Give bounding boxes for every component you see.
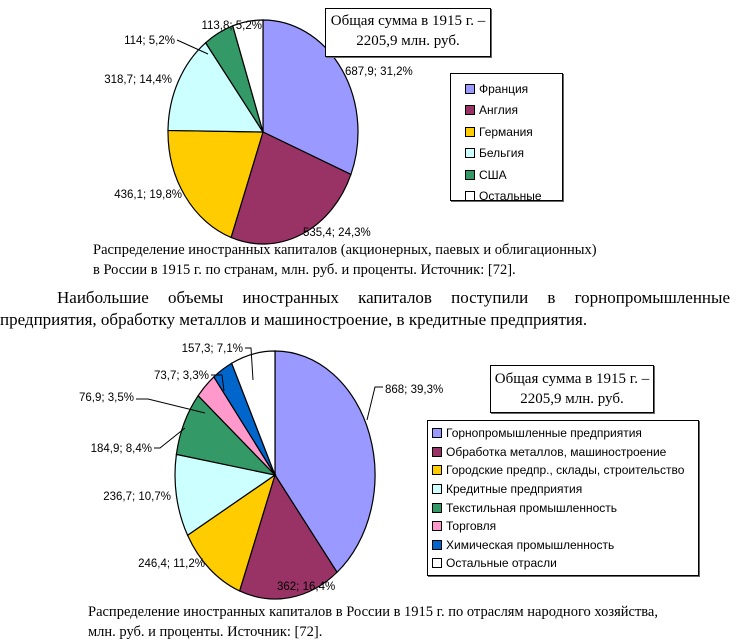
legend-label: Остальные [479, 189, 542, 204]
legend-swatch [465, 191, 475, 202]
legend-swatch [432, 521, 442, 532]
legend-swatch [465, 169, 475, 180]
legend-label: Германия [479, 124, 533, 139]
pie-slice [230, 131, 352, 245]
legend-item: Франция [465, 78, 562, 100]
total-note-line: Общая сумма в 1915 г. – [330, 13, 486, 29]
pie-slice [167, 129, 264, 239]
legend-label: Химическая промышленность [446, 537, 615, 552]
pie-slice [230, 350, 276, 476]
body-paragraph: Наибольшие объемы иностранных капиталов … [0, 288, 730, 329]
legend-label: Бельгия [479, 146, 524, 161]
legend-swatch [465, 126, 475, 137]
pie-slice [274, 350, 376, 574]
leader-line [176, 39, 209, 55]
leader-line [366, 386, 383, 421]
pie-slice [262, 19, 359, 176]
legend-item: Горнопромышленные предприятия [432, 424, 698, 443]
leader-line [136, 398, 206, 414]
legend-label: Торговля [446, 519, 497, 534]
pie-slice [167, 41, 265, 133]
caption-line: Распределение иностранных капиталов в Ро… [88, 604, 658, 620]
legend-item: Бельгия [465, 143, 562, 165]
caption-line: Распределение иностранных капиталов (акц… [93, 242, 597, 258]
legend-item: Обработка металлов, машиностроение [432, 443, 698, 462]
legend-item: Текстильная промышленность [432, 498, 698, 517]
legend-swatch [465, 83, 475, 94]
legend-swatch [432, 465, 442, 476]
data-label: 535,4; 24,3% [303, 227, 371, 239]
legend-label: Текстильная промышленность [446, 500, 617, 515]
legend-swatch [465, 105, 475, 116]
pie-slice [174, 453, 277, 537]
total-note-1: Общая сумма в 1915 г. – 2205,9 млн. руб. [325, 8, 491, 57]
total-note-line: 2205,9 млн. руб. [356, 33, 460, 49]
pie-slice [238, 473, 338, 600]
caption-line: в России в 1915 г. по странам, млн. руб.… [93, 262, 516, 278]
leader-line [245, 347, 254, 381]
legend-label: Обработка металлов, машиностроение [446, 444, 667, 459]
legend-label: Франция [479, 81, 529, 96]
legend-label: Остальные отрасли [446, 556, 557, 571]
data-label: 157,3; 7,1% [182, 343, 243, 355]
legend-1: Франция Англия Германия Бельгия США Остальные [450, 73, 563, 203]
data-label: 362; 16,4% [277, 581, 335, 593]
total-note-2: Общая сумма в 1915 г. – 2205,9 млн. руб. [490, 365, 654, 413]
legend-item: Остальные [465, 186, 562, 208]
caption-line: млн. руб. и проценты. Источник: [72]. [88, 624, 323, 640]
legend-swatch [432, 428, 442, 439]
data-label: 113,8; 5,2% [201, 20, 262, 32]
legend-label: Англия [479, 103, 518, 118]
legend-item: Германия [465, 121, 562, 143]
data-label: 687,9; 31,2% [345, 66, 413, 78]
data-label: 436,1; 19,8% [114, 189, 182, 201]
caption-1: Распределение иностранных капиталов (акц… [93, 240, 597, 280]
data-label: 246,4; 11,2% [138, 558, 205, 570]
data-label: 236,7; 10,7% [103, 491, 171, 503]
legend-swatch [432, 446, 442, 457]
legend-item: Англия [465, 100, 562, 122]
data-label: 114; 5,2% [124, 35, 175, 47]
data-label: 73,7; 3,3% [154, 370, 209, 382]
legend-label: Кредитные предприятия [446, 482, 583, 497]
pie-slice [186, 473, 277, 592]
legend-item: Торговля [432, 517, 698, 536]
legend-item: США [465, 164, 562, 186]
legend-label: Горнопромышленные предприятия [446, 426, 642, 441]
legend-item: Химическая промышленность [432, 536, 698, 555]
leader-line [211, 374, 225, 392]
legend-swatch [432, 558, 442, 569]
legend-label: Городские предпр., склады, строительство [446, 463, 685, 478]
legend-2: Горнопромышленные предприятия Обработка м… [427, 420, 699, 576]
legend-label: США [479, 167, 507, 182]
legend-swatch [465, 148, 475, 159]
caption-2: Распределение иностранных капиталов в Ро… [88, 602, 658, 642]
legend-item: Остальные отрасли [432, 554, 698, 573]
legend-item: Кредитные предприятия [432, 480, 698, 499]
data-label: 76,9; 3,5% [79, 392, 134, 404]
data-label: 318,7; 14,4% [104, 74, 172, 86]
legend-swatch [432, 502, 442, 513]
data-label: 184,9; 8,4% [91, 443, 152, 455]
total-note-line: Общая сумма в 1915 г. – [494, 371, 650, 387]
legend-item: Городские предпр., склады, строительство [432, 461, 698, 480]
pie-slice [232, 19, 264, 133]
leader-line [154, 427, 186, 449]
data-label: 868; 39,3% [385, 384, 443, 396]
legend-swatch [432, 539, 442, 550]
total-note-line: 2205,9 млн. руб. [520, 391, 624, 407]
legend-swatch [432, 484, 442, 495]
